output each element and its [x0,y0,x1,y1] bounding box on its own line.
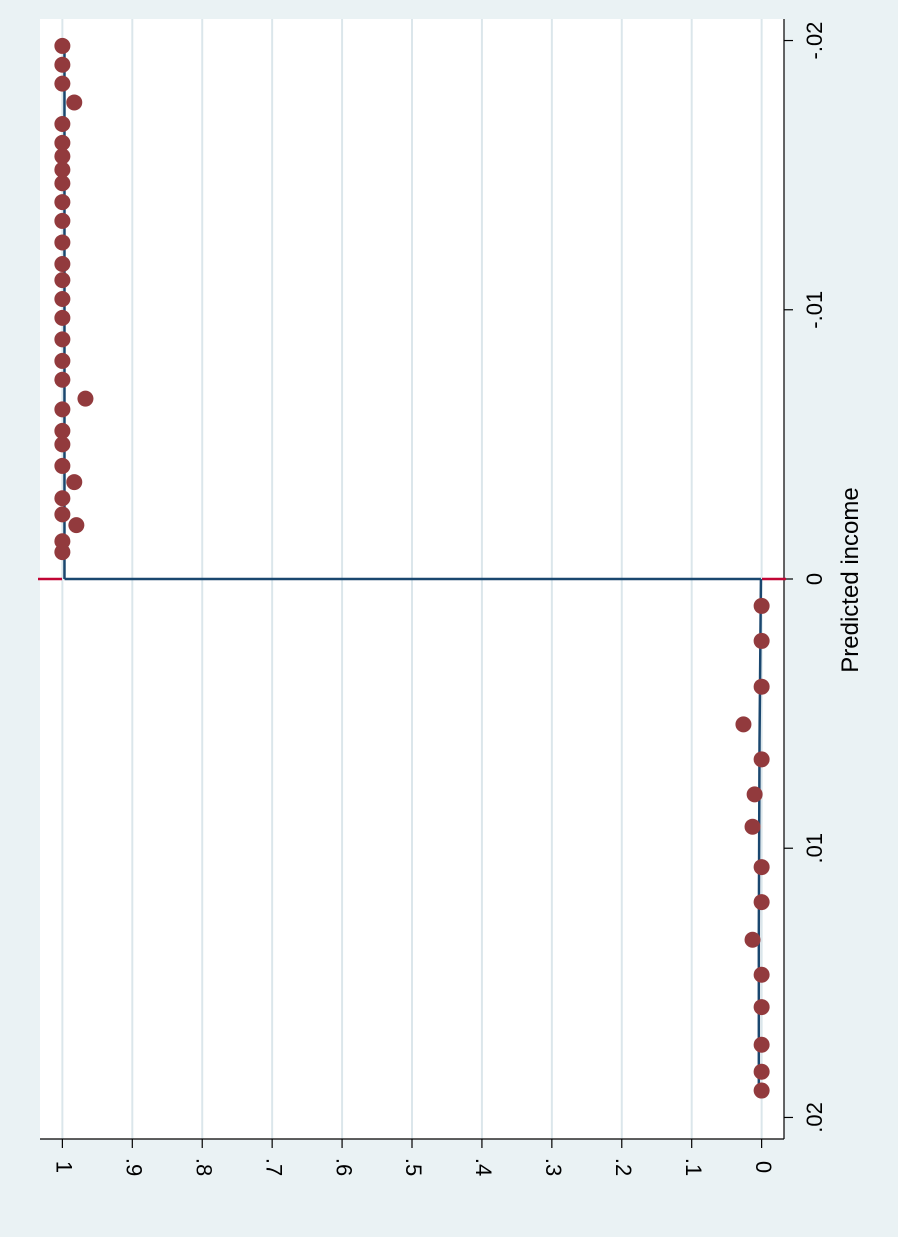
y-tick-label-9: .9 [121,1158,146,1176]
data-point-19 [77,390,94,407]
data-point-15 [54,309,71,326]
data-point-18 [54,371,71,388]
y-tick-label-5: .5 [401,1158,426,1176]
data-point-39 [744,931,761,948]
x-tick-label-1: -.01 [802,291,827,329]
x-tick-label-2: 0 [802,573,827,585]
data-point-7 [54,161,71,178]
data-point-42 [753,1036,770,1053]
data-point-27 [68,517,85,534]
data-point-41 [753,999,770,1016]
data-point-23 [54,457,71,474]
y-tick-label-6: .6 [331,1158,356,1176]
data-point-10 [54,212,71,229]
y-tick-label-7: .7 [261,1158,286,1176]
x-axis-title: Predicted income [837,487,864,672]
data-point-9 [54,194,71,211]
data-point-35 [746,786,763,803]
data-point-2 [54,75,71,92]
data-point-12 [54,256,71,272]
x-tick-label-0: -.02 [802,22,827,60]
y-tick-label-1: .1 [681,1158,706,1176]
x-tick-label-4: .02 [802,1102,827,1133]
y-tick-label-4: .4 [471,1158,496,1176]
data-point-37 [753,859,770,876]
y-tick-label-2: .2 [611,1158,636,1176]
data-points [54,37,770,1099]
data-point-0 [54,37,71,54]
x-tick-label-3: .01 [802,833,827,864]
data-point-14 [54,291,71,307]
data-point-16 [54,331,71,348]
data-point-44 [753,1082,770,1099]
data-point-17 [54,352,71,369]
data-point-43 [753,1063,770,1080]
data-point-32 [753,678,770,695]
data-point-29 [54,544,71,561]
data-point-21 [54,422,71,439]
data-point-4 [54,116,71,132]
data-point-31 [753,632,770,649]
data-point-5 [54,134,71,151]
tick-labels: -.02 -.01 0 .01 .02 0 .1 .2 .3 .4 .5 .6 .7 .8 .9 1 [52,22,827,1177]
data-point-3 [66,94,83,111]
data-point-33 [735,716,752,733]
data-point-11 [54,234,71,251]
y-tick-label-8: .8 [191,1158,216,1176]
data-point-24 [66,474,83,491]
data-point-34 [753,751,770,768]
y-tick-label-0: 0 [751,1161,776,1173]
axes [38,19,793,1148]
data-point-6 [54,148,71,165]
data-point-25 [54,490,71,507]
y-tick-label-10: 1 [52,1161,77,1173]
data-point-30 [753,597,770,614]
data-point-1 [54,56,71,73]
y-tick-label-3: .3 [541,1158,566,1176]
data-point-26 [54,506,71,523]
data-point-40 [753,966,770,983]
data-point-8 [54,175,71,192]
data-point-20 [54,401,71,418]
data-point-13 [54,272,71,289]
data-point-38 [753,894,770,911]
data-point-22 [54,436,71,453]
data-point-36 [744,818,761,835]
